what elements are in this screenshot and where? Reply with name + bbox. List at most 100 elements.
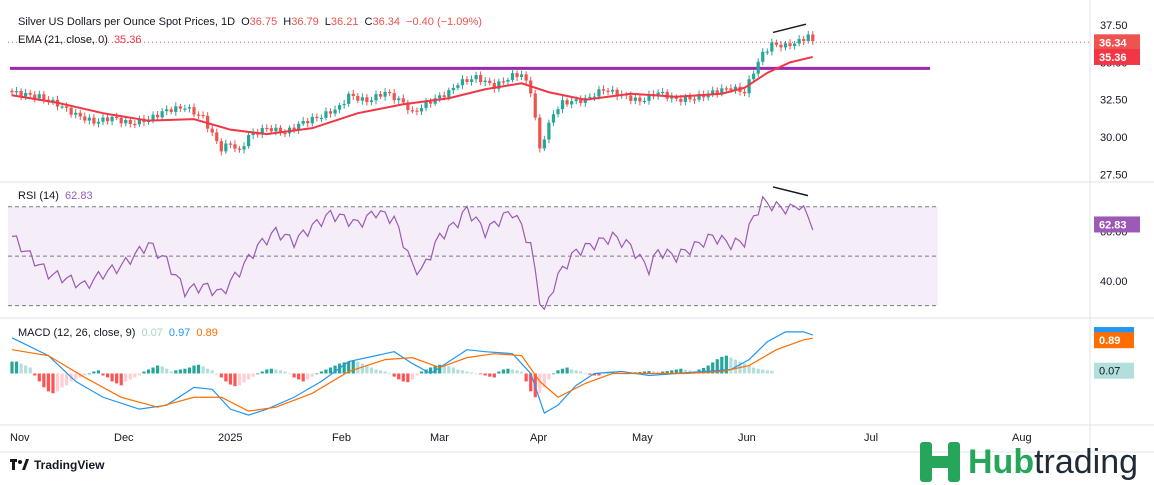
candle-body — [642, 100, 647, 103]
macd-histogram-bar — [479, 373, 483, 375]
macd-histogram-bar — [133, 373, 137, 378]
candle-body — [105, 117, 110, 122]
macd-histogram-bar — [292, 373, 296, 378]
macd-histogram-bar — [74, 373, 78, 380]
candle-body — [742, 91, 747, 94]
macd-histogram-bar — [474, 373, 478, 375]
macd-histogram-bar — [765, 370, 769, 374]
price-tick-label: 32.50 — [1100, 95, 1128, 107]
hub-text: Hub — [968, 442, 1035, 481]
macd-histogram-bar — [256, 373, 260, 375]
candle-body — [638, 97, 642, 102]
macd-histogram-bar — [706, 365, 710, 374]
candle-body — [520, 74, 524, 78]
candle-body — [115, 116, 119, 119]
macd-histogram-bar — [642, 371, 647, 374]
macd-histogram-bar — [96, 370, 101, 374]
macd-histogram-bar — [24, 365, 28, 374]
macd-histogram-bar — [442, 365, 446, 374]
candle-body — [347, 93, 351, 104]
candle-body — [42, 94, 46, 100]
candle-body — [670, 96, 674, 99]
candle-body — [588, 96, 592, 99]
candle-body — [228, 143, 232, 145]
macd-histogram-bar — [215, 373, 219, 375]
price-legend: Silver US Dollars per Ounce Spot Prices,… — [18, 16, 485, 28]
candle-body — [697, 94, 701, 100]
macd-histogram-bar — [110, 373, 114, 382]
signal-line — [11, 337, 813, 412]
candle-body — [133, 123, 137, 126]
macd-histogram-bar — [438, 364, 442, 374]
macd-histogram-bar — [460, 370, 465, 374]
rsi-value: 62.83 — [65, 190, 93, 202]
macd-histogram-bar — [160, 366, 164, 374]
candle-body — [469, 79, 474, 82]
rsi-line — [11, 195, 814, 311]
candle-body — [656, 92, 660, 97]
candle-body — [488, 80, 492, 83]
candle-body — [269, 128, 273, 132]
candle-body — [24, 92, 28, 97]
candle-body — [661, 91, 665, 94]
macd-histogram-bar — [151, 367, 155, 374]
candle-body — [28, 92, 32, 95]
rsi-tag — [1094, 216, 1140, 233]
macd-legend: MACD (12, 26, close, 9) 0.07 0.97 0.89 — [18, 327, 221, 339]
high-value: 36.79 — [291, 16, 319, 28]
candle-body — [806, 34, 810, 41]
price-tick-label: 27.50 — [1100, 170, 1128, 182]
macd-histogram-bar — [501, 369, 505, 374]
candle-body — [460, 79, 465, 86]
macd-histogram-bar — [524, 373, 528, 382]
candle-body — [183, 108, 187, 110]
ema-label: EMA (21, close, 0) — [18, 34, 108, 46]
candle-body — [388, 91, 392, 94]
candle-body — [611, 89, 615, 92]
candle-body — [524, 74, 528, 81]
candle-body — [128, 119, 132, 124]
macd-histogram-bar — [242, 373, 246, 383]
low-value: 36.21 — [330, 16, 359, 28]
candle-body — [797, 39, 801, 44]
ema-value: 35.36 — [113, 34, 142, 46]
macd-histogram-bar — [410, 373, 414, 380]
macd-histogram-bar — [497, 371, 501, 374]
macd-histogram-bar — [529, 373, 533, 392]
macd-histogram-bar — [310, 373, 314, 377]
candle-body — [752, 73, 756, 80]
candle-body — [19, 91, 23, 97]
trading-text: trading — [1034, 442, 1139, 481]
macd-histogram-bar — [419, 371, 424, 374]
macd-histogram-bar — [319, 371, 323, 374]
candle-body — [210, 128, 214, 133]
macd-histogram-bar — [597, 373, 601, 376]
macd-histogram-bar — [196, 364, 201, 374]
candle-body — [793, 43, 797, 46]
macd-histogram-bar — [297, 373, 301, 380]
candle-body — [328, 111, 333, 114]
macd-histogram-bar — [742, 363, 747, 374]
macd-histogram-bar — [78, 373, 82, 378]
macd-histogram-bar — [178, 369, 182, 374]
tradingview-logo[interactable]: TradingView — [10, 458, 104, 472]
macd-histogram-bar — [19, 363, 23, 374]
candle-body — [356, 95, 360, 101]
macd-histogram-bar — [729, 357, 733, 374]
candle-body — [297, 123, 301, 130]
macd-histogram-bar — [342, 362, 346, 374]
candle-body — [233, 144, 237, 149]
candle-body — [565, 100, 569, 105]
macd-histogram-bar — [142, 371, 146, 374]
hubtrading-logo: Hubtrading — [918, 440, 1138, 484]
time-axis-label: May — [632, 432, 653, 444]
tradingview-icon — [10, 459, 29, 470]
last-price-label: 36.34 — [1099, 37, 1127, 49]
candle-body — [378, 94, 383, 97]
hist-tag — [1094, 362, 1134, 379]
close-label: C — [364, 16, 373, 28]
candle-body — [779, 44, 783, 48]
macd-histogram-bar — [492, 373, 496, 378]
macd-histogram-bar — [260, 371, 264, 374]
